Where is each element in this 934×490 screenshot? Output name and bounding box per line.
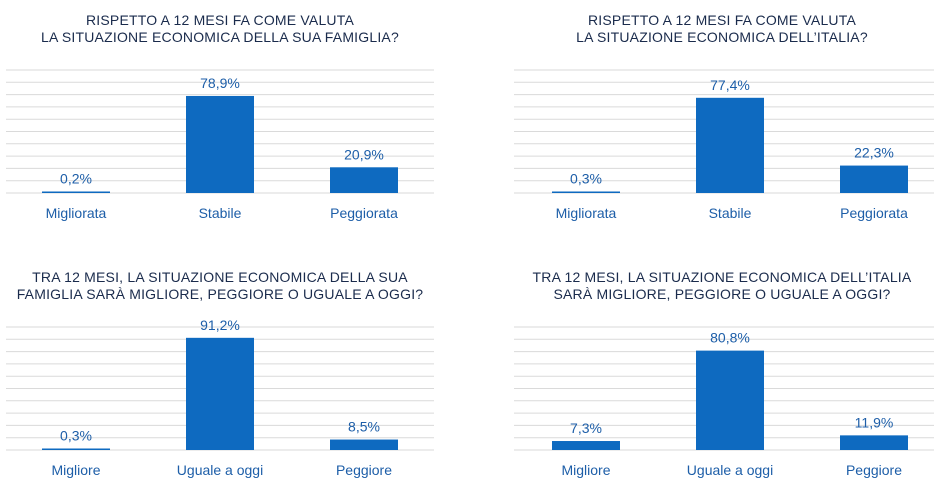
chart-title: RISPETTO A 12 MESI FA COME VALUTA LA SIT… <box>0 12 440 46</box>
bar <box>840 165 908 193</box>
category-label: Peggiorata <box>840 205 908 221</box>
bar-chart-svg: 0,3% Migliore 91,2% Uguale a oggi 8,5% Peggio… <box>6 317 434 478</box>
chart-title-line: SARÀ MIGLIORE, PEGGIORE O UGUALE A OGGI? <box>553 286 891 302</box>
chart-famiglia-passato: RISPETTO A 12 MESI FA COME VALUTA LA SIT… <box>0 12 440 230</box>
chart-famiglia-futuro: TRA 12 MESI, LA SITUAZIONE ECONOMICA DEL… <box>0 269 440 487</box>
data-label: 7,3% <box>570 420 602 436</box>
chart-title-line: LA SITUAZIONE ECONOMICA DELL’ITALIA? <box>576 29 868 45</box>
data-label: 22,3% <box>854 145 894 161</box>
data-label: 0,3% <box>60 428 92 444</box>
chart-title-line: RISPETTO A 12 MESI FA COME VALUTA <box>587 12 856 28</box>
bar <box>696 97 764 193</box>
bar <box>696 350 764 450</box>
category-label: Migliorata <box>46 205 107 221</box>
data-label: 8,5% <box>348 419 380 435</box>
chart-title-line: RISPETTO A 12 MESI FA COME VALUTA <box>85 12 354 28</box>
chart-italia-futuro: TRA 12 MESI, LA SITUAZIONE ECONOMICA DEL… <box>510 269 934 487</box>
chart-title-line: TRA 12 MESI, LA SITUAZIONE ECONOMICA DEL… <box>32 269 408 285</box>
bar <box>186 337 254 450</box>
chart-italia-passato: RISPETTO A 12 MESI FA COME VALUTA LA SIT… <box>510 12 934 230</box>
bar-chart-svg: 0,3% Migliorata 77,4% Stabile 22,3% Peggiorat… <box>514 69 934 221</box>
bar-chart-svg: 7,3% Migliore 80,8% Uguale a oggi 11,9% Peggi… <box>514 326 934 478</box>
chart-title-line: LA SITUAZIONE ECONOMICA DELLA SUA FAMIGL… <box>41 29 399 45</box>
bar-chart-svg: 0,2% Migliorata 78,9% Stabile 20,9% Peggiorat… <box>6 69 434 221</box>
bar <box>330 439 398 450</box>
chart-title: TRA 12 MESI, LA SITUAZIONE ECONOMICA DEL… <box>510 269 934 303</box>
data-label: 11,9% <box>855 414 894 430</box>
bar <box>552 191 620 193</box>
bar <box>330 167 398 193</box>
category-label: Peggiore <box>336 462 392 478</box>
data-label: 80,8% <box>710 330 750 346</box>
category-label: Uguale a oggi <box>687 462 773 478</box>
category-label: Stabile <box>199 205 242 221</box>
bar <box>552 441 620 450</box>
category-label: Peggiore <box>846 462 902 478</box>
chart-title: TRA 12 MESI, LA SITUAZIONE ECONOMICA DEL… <box>0 269 440 303</box>
chart-title-line: FAMIGLIA SARÀ MIGLIORE, PEGGIORE O UGUAL… <box>16 286 424 302</box>
data-label: 0,2% <box>60 171 92 187</box>
bar <box>840 435 908 450</box>
data-label: 78,9% <box>200 75 240 91</box>
bar <box>42 191 110 193</box>
chart-title: RISPETTO A 12 MESI FA COME VALUTA LA SIT… <box>510 12 934 46</box>
data-label: 0,3% <box>570 171 602 187</box>
bar <box>186 95 254 193</box>
chart-title-line: TRA 12 MESI, LA SITUAZIONE ECONOMICA DEL… <box>532 269 912 285</box>
category-label: Migliore <box>51 462 100 478</box>
category-label: Stabile <box>709 205 752 221</box>
category-label: Peggiorata <box>330 205 398 221</box>
category-label: Uguale a oggi <box>177 462 263 478</box>
category-label: Migliorata <box>556 205 617 221</box>
data-label: 91,2% <box>200 317 240 333</box>
data-label: 20,9% <box>344 146 384 162</box>
bar <box>42 448 110 450</box>
category-label: Migliore <box>561 462 610 478</box>
data-label: 77,4% <box>710 77 750 93</box>
